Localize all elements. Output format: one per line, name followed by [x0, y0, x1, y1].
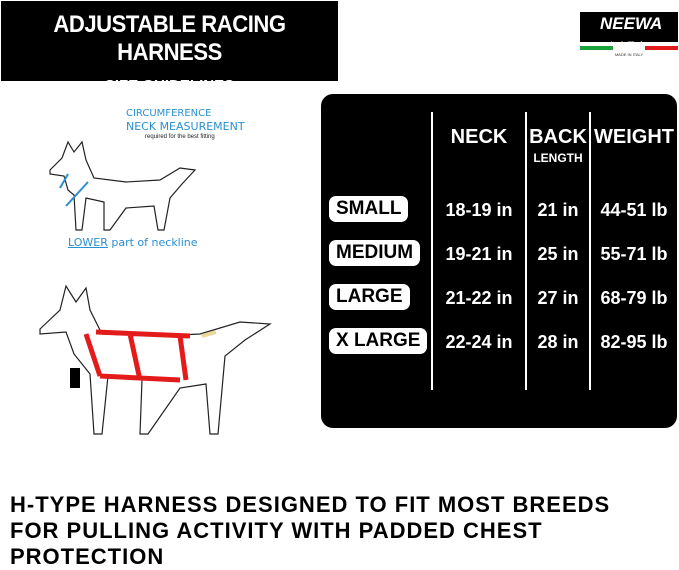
header-neck: NECK [450, 126, 508, 148]
table-row: MEDIUM 19-21 in 25 in 55-71 lb [321, 240, 677, 270]
footer-line-2: FOR PULLING ACTIVITY WITH PADDED CHEST P… [10, 518, 543, 569]
neck-value: 22-24 in [445, 332, 513, 352]
lower-neckline-label: LOWER part of neckline [68, 236, 198, 249]
dog-neck-illustration [49, 140, 197, 231]
title-banner: ADJUSTABLE RACING HARNESS SIZE GUIDELINE… [1, 1, 338, 94]
size-label: X LARGE [329, 328, 428, 354]
column-divider [589, 112, 591, 390]
neck-value: 18-19 in [445, 200, 513, 220]
back-value: 21 in [537, 200, 579, 220]
size-label: MEDIUM [329, 240, 421, 266]
dog-harness-illustration [39, 284, 272, 435]
weight-value: 55-71 lb [600, 244, 668, 264]
table-row: LARGE 21-22 in 27 in 68-79 lb [321, 284, 677, 314]
neck-value: 19-21 in [445, 244, 513, 264]
italian-flag-icon [580, 46, 679, 50]
lower-rest: part of neckline [107, 236, 198, 249]
header-back-text: BACK [529, 126, 587, 148]
footer-text: H-TYPE HARNESS DESIGNED TO FIT MOST BREE… [10, 492, 679, 570]
header-back: BACK LENGTH [527, 126, 589, 165]
brand-logo: NEEWA sport and utility dog gear MADE IN … [580, 12, 679, 64]
back-value: 27 in [537, 288, 579, 308]
back-value: 25 in [537, 244, 579, 264]
neck-value: 21-22 in [445, 288, 513, 308]
back-value: 28 in [537, 332, 579, 352]
circumference-label: CIRCUMFERENCE [126, 108, 212, 119]
made-in-label: MADE IN ITALY [614, 52, 644, 57]
table-row: X LARGE 22-24 in 28 in 82-95 lb [321, 328, 677, 358]
column-divider [431, 112, 433, 390]
weight-value: 68-79 lb [600, 288, 668, 308]
neck-measurement-label: NECK MEASUREMENT [126, 120, 245, 133]
logo-tagline: sport and utility dog gear [600, 41, 661, 47]
header-weight: WEIGHT [594, 126, 674, 148]
lower-emphasis: LOWER [68, 236, 108, 249]
column-divider [525, 112, 527, 390]
required-note: required for the best fitting [145, 134, 215, 140]
header-back-sub: LENGTH [533, 151, 583, 165]
size-label: LARGE [329, 284, 410, 310]
weight-value: 44-51 lb [600, 200, 668, 220]
size-table: NECK BACK LENGTH WEIGHT SMALL 18-19 in 21… [321, 94, 677, 428]
subtitle: SIZE GUIDELINES [104, 77, 235, 94]
size-label: SMALL [329, 196, 409, 222]
logo-brand: NEEWA [600, 14, 663, 33]
footer-line-1: H-TYPE HARNESS DESIGNED TO FIT MOST BREE… [10, 492, 611, 517]
weight-value: 82-95 lb [600, 332, 668, 352]
table-row: SMALL 18-19 in 21 in 44-51 lb [321, 196, 677, 226]
title: ADJUSTABLE RACING HARNESS [53, 11, 286, 66]
